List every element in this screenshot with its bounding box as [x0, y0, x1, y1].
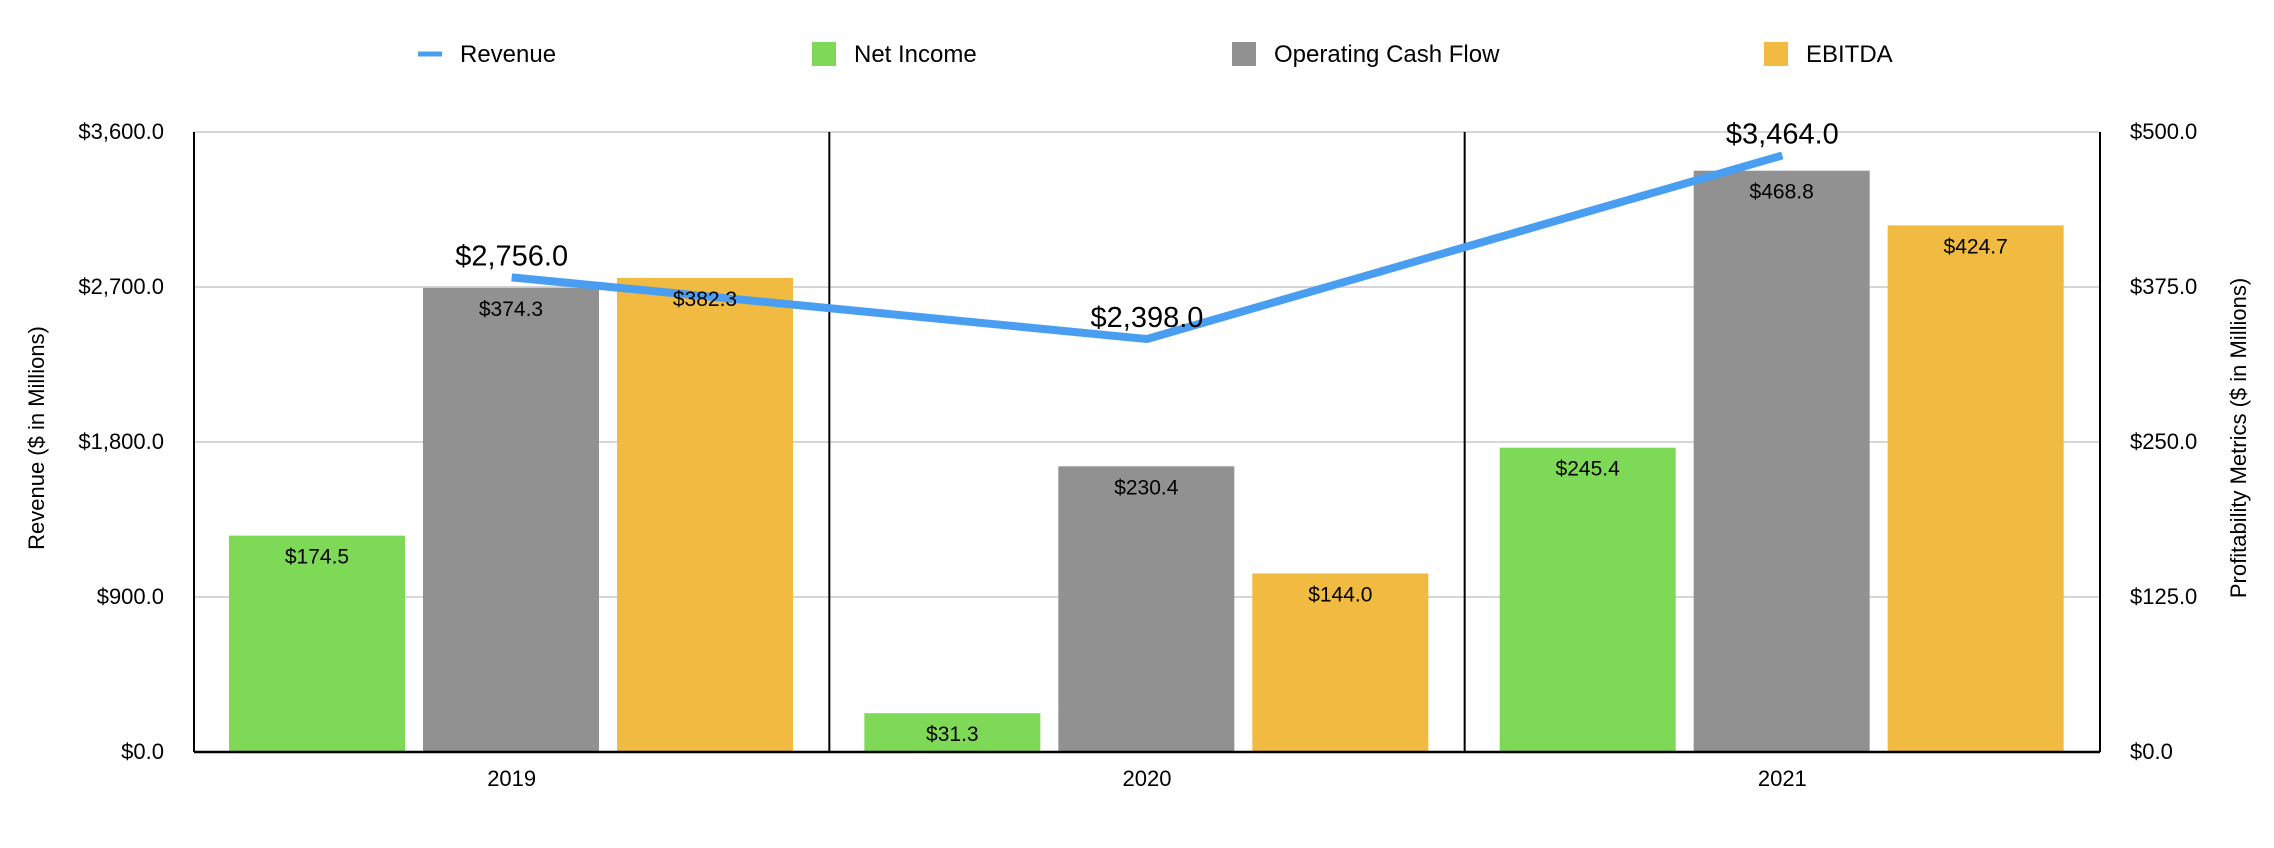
x-tick-label: 2021 [1758, 766, 1807, 791]
bar-data-label: $31.3 [926, 723, 979, 746]
bar-operating-cash-flow [423, 287, 599, 752]
bar-data-label: $374.3 [479, 298, 543, 321]
left-tick-label: $1,800.0 [78, 429, 164, 454]
legend-label: EBITDA [1806, 41, 1893, 68]
legend-label: Operating Cash Flow [1274, 41, 1500, 68]
bar-ebitda [1252, 573, 1429, 752]
bar-ebitda [617, 277, 793, 752]
right-tick-label: $125.0 [2130, 584, 2197, 609]
right-tick-label: $250.0 [2130, 429, 2197, 454]
bar-data-label: $468.8 [1750, 181, 1814, 204]
bar-net-income [1499, 447, 1676, 752]
bar-data-label: $230.4 [1114, 476, 1179, 499]
line-data-label: $3,464.0 [1726, 118, 1839, 150]
bars-layer [229, 170, 2064, 753]
bar-data-label: $245.4 [1556, 458, 1621, 481]
legend-swatch [812, 42, 836, 66]
axes: Revenue ($ in Millions) Profitability Me… [24, 119, 2251, 791]
right-tick-label: $0.0 [2130, 739, 2173, 764]
revenue-line-layer [511, 151, 1784, 344]
left-tick-label: $2,700.0 [78, 274, 164, 299]
legend-swatch [1764, 42, 1788, 66]
plot-frame [193, 132, 2101, 754]
x-tick-label: 2020 [1123, 766, 1172, 791]
bar-net-income [864, 713, 1041, 752]
bar-data-label: $382.3 [673, 288, 737, 311]
bar-data-label: $424.7 [1944, 235, 2008, 258]
right-axis-title: Profitability Metrics ($ in Millions) [2226, 278, 2251, 598]
bar-ebitda [1887, 225, 2064, 752]
revenue-line [511, 151, 1784, 344]
left-tick-label: $900.0 [97, 584, 164, 609]
legend-label: Net Income [854, 41, 977, 68]
right-tick-label: $375.0 [2130, 274, 2197, 299]
legend-label: Revenue [460, 41, 556, 68]
bar-operating-cash-flow [1693, 170, 1870, 753]
line-data-label: $2,756.0 [455, 240, 568, 272]
left-tick-label: $3,600.0 [78, 119, 164, 144]
line-data-label: $2,398.0 [1091, 302, 1204, 334]
legend: Revenue Net Income Operating Cash Flow EBIT… [418, 41, 1893, 68]
bar-data-label: $174.5 [285, 546, 349, 569]
left-tick-label: $0.0 [121, 739, 164, 764]
bar-data-label: $144.0 [1308, 583, 1372, 606]
data-labels: $174.5 $374.3 $382.3 $31.3 $230.4 $144.0 $245.… [285, 118, 2008, 746]
legend-swatch [1232, 42, 1256, 66]
left-axis-title: Revenue ($ in Millions) [24, 326, 49, 550]
right-tick-label: $500.0 [2130, 119, 2197, 144]
bar-operating-cash-flow [1058, 466, 1235, 752]
x-tick-label: 2019 [487, 766, 536, 791]
bar-net-income [229, 535, 405, 752]
